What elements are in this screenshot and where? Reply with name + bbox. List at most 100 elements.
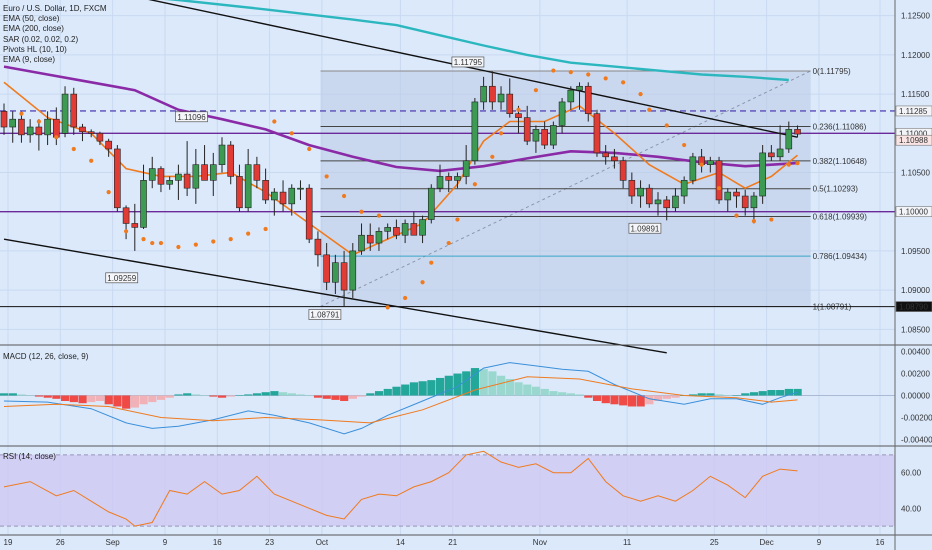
candle-body[interactable]: [18, 118, 25, 136]
candle-body[interactable]: [637, 187, 644, 197]
candle-body[interactable]: [227, 144, 235, 177]
legend-item-ema9[interactable]: EMA (9, close): [3, 55, 56, 65]
candle-body[interactable]: [26, 126, 34, 136]
candle-body[interactable]: [523, 117, 531, 142]
candle-body[interactable]: [724, 191, 732, 201]
legend-item-ema50[interactable]: EMA (50, close): [3, 14, 60, 24]
candle-body[interactable]: [131, 223, 139, 228]
legend-item-sar[interactable]: SAR (0.02, 0.02, 0.2): [3, 34, 79, 44]
candle-body[interactable]: [567, 89, 575, 103]
candle-body[interactable]: [192, 164, 200, 189]
candle-body[interactable]: [619, 160, 627, 181]
legend-item-ema200[interactable]: EMA (200, close): [3, 24, 64, 34]
macd-title[interactable]: MACD (12, 26, close, 9): [3, 352, 89, 361]
candle-body[interactable]: [550, 125, 557, 146]
candle-body[interactable]: [70, 93, 78, 128]
candle-body[interactable]: [401, 223, 409, 236]
candle-body[interactable]: [645, 187, 653, 205]
candle-body[interactable]: [183, 173, 191, 189]
candle-body[interactable]: [785, 129, 793, 150]
candle-body[interactable]: [768, 152, 775, 158]
macd-line[interactable]: [3, 362, 798, 435]
candle-body[interactable]: [96, 132, 104, 142]
candle-body[interactable]: [236, 176, 243, 209]
candle-body[interactable]: [166, 180, 173, 185]
candle-body[interactable]: [445, 176, 453, 181]
rsi-pane[interactable]: [0, 450, 895, 527]
candle-body[interactable]: [558, 101, 566, 126]
candle-body[interactable]: [532, 129, 540, 142]
candle-body[interactable]: [576, 85, 583, 91]
candle-body[interactable]: [602, 152, 609, 158]
candle-body[interactable]: [515, 113, 522, 118]
candle-body[interactable]: [794, 129, 801, 135]
macd-signal-line[interactable]: [3, 376, 798, 424]
candle-body[interactable]: [506, 93, 514, 114]
candle-body[interactable]: [87, 131, 95, 134]
candle-body[interactable]: [44, 118, 51, 136]
ema200-line[interactable]: [4, 0, 789, 82]
candle-body[interactable]: [332, 262, 339, 283]
candle-body[interactable]: [271, 191, 278, 201]
candle-body[interactable]: [454, 176, 461, 181]
candle-body[interactable]: [419, 219, 426, 236]
candle-body[interactable]: [628, 180, 636, 197]
candle-body[interactable]: [375, 231, 383, 244]
candle-body[interactable]: [366, 234, 374, 244]
macd-pane[interactable]: [0, 362, 895, 435]
rsi-title[interactable]: RSI (14, close): [3, 452, 56, 461]
candle-body[interactable]: [79, 126, 86, 133]
candle-body[interactable]: [663, 199, 671, 209]
candle-body[interactable]: [340, 262, 348, 291]
candle-body[interactable]: [262, 180, 269, 201]
candle-body[interactable]: [462, 160, 470, 177]
candle-body[interactable]: [410, 223, 418, 236]
candle-body[interactable]: [349, 250, 357, 291]
candle-body[interactable]: [279, 191, 287, 205]
candle-body[interactable]: [436, 176, 444, 189]
candle-body[interactable]: [297, 187, 304, 190]
candle-body[interactable]: [314, 238, 322, 256]
candle-body[interactable]: [541, 129, 548, 146]
candle-body[interactable]: [53, 118, 60, 138]
candle-body[interactable]: [689, 156, 697, 181]
candle-body[interactable]: [122, 207, 130, 224]
candle-body[interactable]: [0, 111, 8, 128]
candle-body[interactable]: [427, 187, 435, 220]
candle-body[interactable]: [654, 199, 662, 205]
candle-body[interactable]: [707, 160, 714, 165]
candle-body[interactable]: [244, 164, 252, 209]
candle-body[interactable]: [148, 168, 156, 181]
candle-body[interactable]: [480, 85, 487, 103]
candle-body[interactable]: [741, 195, 749, 209]
candle-body[interactable]: [323, 254, 330, 283]
candle-body[interactable]: [358, 234, 365, 252]
candle-body[interactable]: [9, 118, 17, 128]
price-pane[interactable]: 0(1.11795) 0.236(1.11086) 0.382(1.10648) 0.…: [0, 0, 895, 354]
candle-body[interactable]: [140, 180, 147, 228]
candle-body[interactable]: [218, 144, 226, 165]
candle-body[interactable]: [175, 173, 182, 181]
candle-body[interactable]: [201, 164, 208, 181]
candle-body[interactable]: [305, 187, 313, 240]
trendline[interactable]: [4, 0, 798, 138]
candle-body[interactable]: [750, 195, 758, 209]
candle-body[interactable]: [35, 126, 43, 136]
candle-body[interactable]: [611, 156, 618, 162]
trendline[interactable]: [3, 238, 667, 354]
candle-body[interactable]: [157, 168, 165, 185]
candle-body[interactable]: [497, 93, 505, 103]
candle-body[interactable]: [776, 148, 784, 158]
candle-body[interactable]: [61, 93, 69, 134]
candle-body[interactable]: [253, 164, 261, 181]
rsi-line[interactable]: [3, 450, 798, 527]
candle-body[interactable]: [114, 148, 121, 209]
candle-body[interactable]: [733, 191, 740, 197]
candle-body[interactable]: [384, 227, 391, 232]
legend-item-pivots[interactable]: Pivots HL (10, 10): [3, 44, 67, 54]
candle-body[interactable]: [759, 152, 766, 197]
candle-body[interactable]: [105, 140, 112, 150]
candle-body[interactable]: [584, 85, 592, 114]
candle-body[interactable]: [393, 227, 400, 236]
